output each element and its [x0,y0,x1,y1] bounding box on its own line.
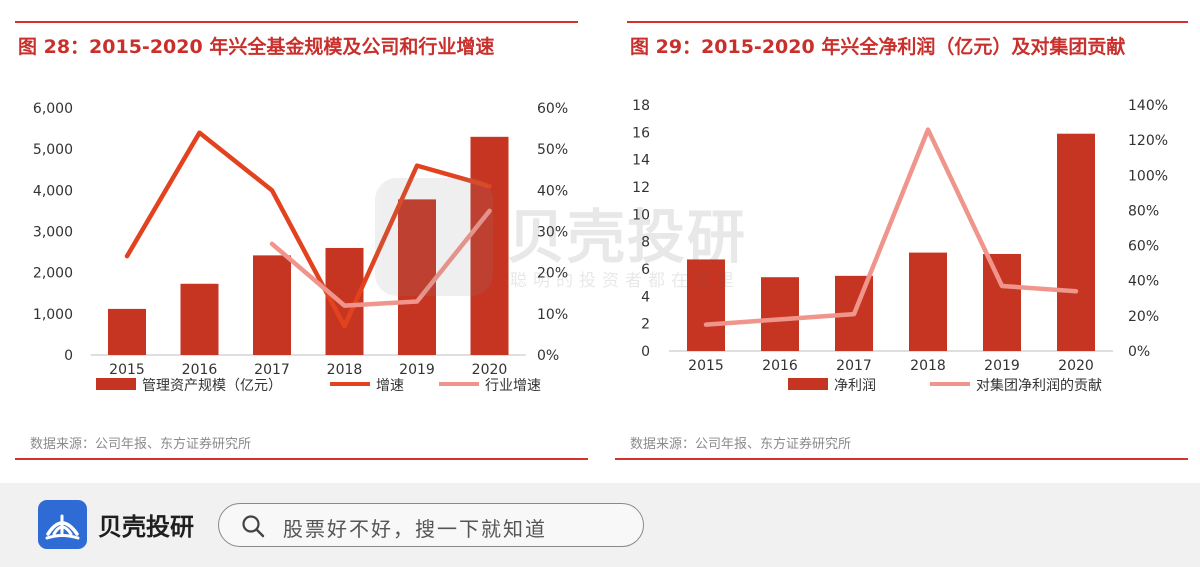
legend-label: 管理资产规模（亿元） [142,378,282,394]
y-right-tick-label: 20% [1128,309,1159,325]
bar [983,253,1021,351]
y-left-tick-label: 12 [632,180,650,196]
y-left-tick-label: 5,000 [33,142,73,158]
y-left-tick-label: 8 [641,235,650,251]
x-tick-label: 2020 [1058,358,1094,374]
chart-title: 图 28：2015-2020 年兴全基金规模及公司和行业增速 [18,36,495,58]
bar [761,277,799,351]
bar [470,136,509,355]
legend-label: 行业增速 [485,378,541,394]
y-right-tick-label: 140% [1128,98,1168,114]
legend-label: 对集团净利润的贡献 [976,377,1102,394]
y-left-tick-label: 2 [641,317,650,333]
y-left-tick-label: 0 [64,348,73,364]
y-right-tick-label: 80% [1128,203,1159,219]
y-right-tick-label: 100% [1128,168,1168,184]
x-tick-label: 2017 [254,362,290,378]
bar [108,308,146,355]
x-tick-label: 2019 [984,358,1020,374]
x-tick-label: 2018 [910,358,946,374]
y-left-tick-label: 3,000 [33,225,73,241]
y-right-tick-label: 40% [537,183,568,199]
search-placeholder: 股票好不好，搜一下就知道 [283,517,547,541]
source-note: 数据来源：公司年报、东方证券研究所 [630,437,852,452]
y-left-tick-label: 6,000 [33,101,73,117]
y-left-tick-label: 16 [632,125,650,141]
brand-logo-icon[interactable] [38,500,87,549]
y-right-tick-label: 30% [537,225,568,241]
bar [180,283,219,355]
bottom-rule [15,458,588,460]
x-tick-label: 2015 [688,358,724,374]
y-right-tick-label: 60% [537,101,568,117]
bar [398,199,436,355]
chart-panel-fund-scale: 图 28：2015-2020 年兴全基金规模及公司和行业增速 0 1,000 2,0… [0,0,600,470]
y-right-tick-label: 0% [1128,344,1150,360]
x-tick-label: 2016 [182,362,218,378]
source-note: 数据来源：公司年报、东方证券研究所 [30,437,252,452]
y-left-tick-label: 14 [632,153,650,169]
x-tick-label: 2015 [109,362,145,378]
y-left-tick-label: 2,000 [33,266,73,282]
title-top-rule [627,21,1188,23]
brand-name[interactable]: 贝壳投研 [98,513,194,541]
series-line [269,208,492,308]
x-tick-label: 2019 [399,362,435,378]
bar [687,259,725,351]
x-tick-label: 2017 [836,358,872,374]
y-left-tick-label: 18 [632,98,650,114]
title-top-rule [15,21,578,23]
x-tick-label: 2020 [472,362,508,378]
y-right-tick-label: 20% [537,266,568,282]
net-profit-chart: 0 2 4 6 8 10 12 14 16 18 0% 20% 40% 60% 80% 100% 120% 140… [632,98,1168,394]
y-left-tick-label: 6 [641,262,650,278]
x-tick-label: 2016 [762,358,798,374]
y-right-tick-label: 60% [1128,239,1159,255]
legend-swatch-bar [96,378,136,390]
fund-scale-chart: 0 1,000 2,000 3,000 4,000 5,000 6,000 0% 10% 20% 3… [33,101,568,394]
series-line [124,130,492,329]
x-tick-label: 2018 [327,362,363,378]
y-right-tick-label: 0% [537,348,559,364]
y-left-tick-label: 1,000 [33,307,73,323]
footer-bar: 贝壳投研 股票好不好，搜一下就知道 [0,483,1200,567]
y-left-tick-label: 4,000 [33,183,73,199]
y-right-tick-label: 50% [537,142,568,158]
chart-title: 图 29：2015-2020 年兴全净利润（亿元）及对集团贡献 [630,36,1126,58]
bar [1057,133,1095,351]
search-icon [242,515,265,538]
chart-panel-net-profit: 图 29：2015-2020 年兴全净利润（亿元）及对集团贡献 0 2 4 6 8 10 1… [600,0,1200,470]
legend-label: 增速 [376,378,404,394]
legend-swatch-bar [788,378,828,390]
search-box[interactable]: 股票好不好，搜一下就知道 [218,503,644,547]
y-right-tick-label: 120% [1128,133,1168,149]
y-right-tick-label: 10% [537,307,568,323]
series-line [703,127,1079,327]
y-left-tick-label: 10 [632,207,650,223]
y-left-tick-label: 4 [641,289,650,305]
y-right-tick-label: 40% [1128,274,1159,290]
bottom-rule [615,458,1188,460]
legend-label: 净利润 [834,378,876,394]
bar [253,255,291,355]
bar [909,252,947,351]
y-left-tick-label: 0 [641,344,650,360]
